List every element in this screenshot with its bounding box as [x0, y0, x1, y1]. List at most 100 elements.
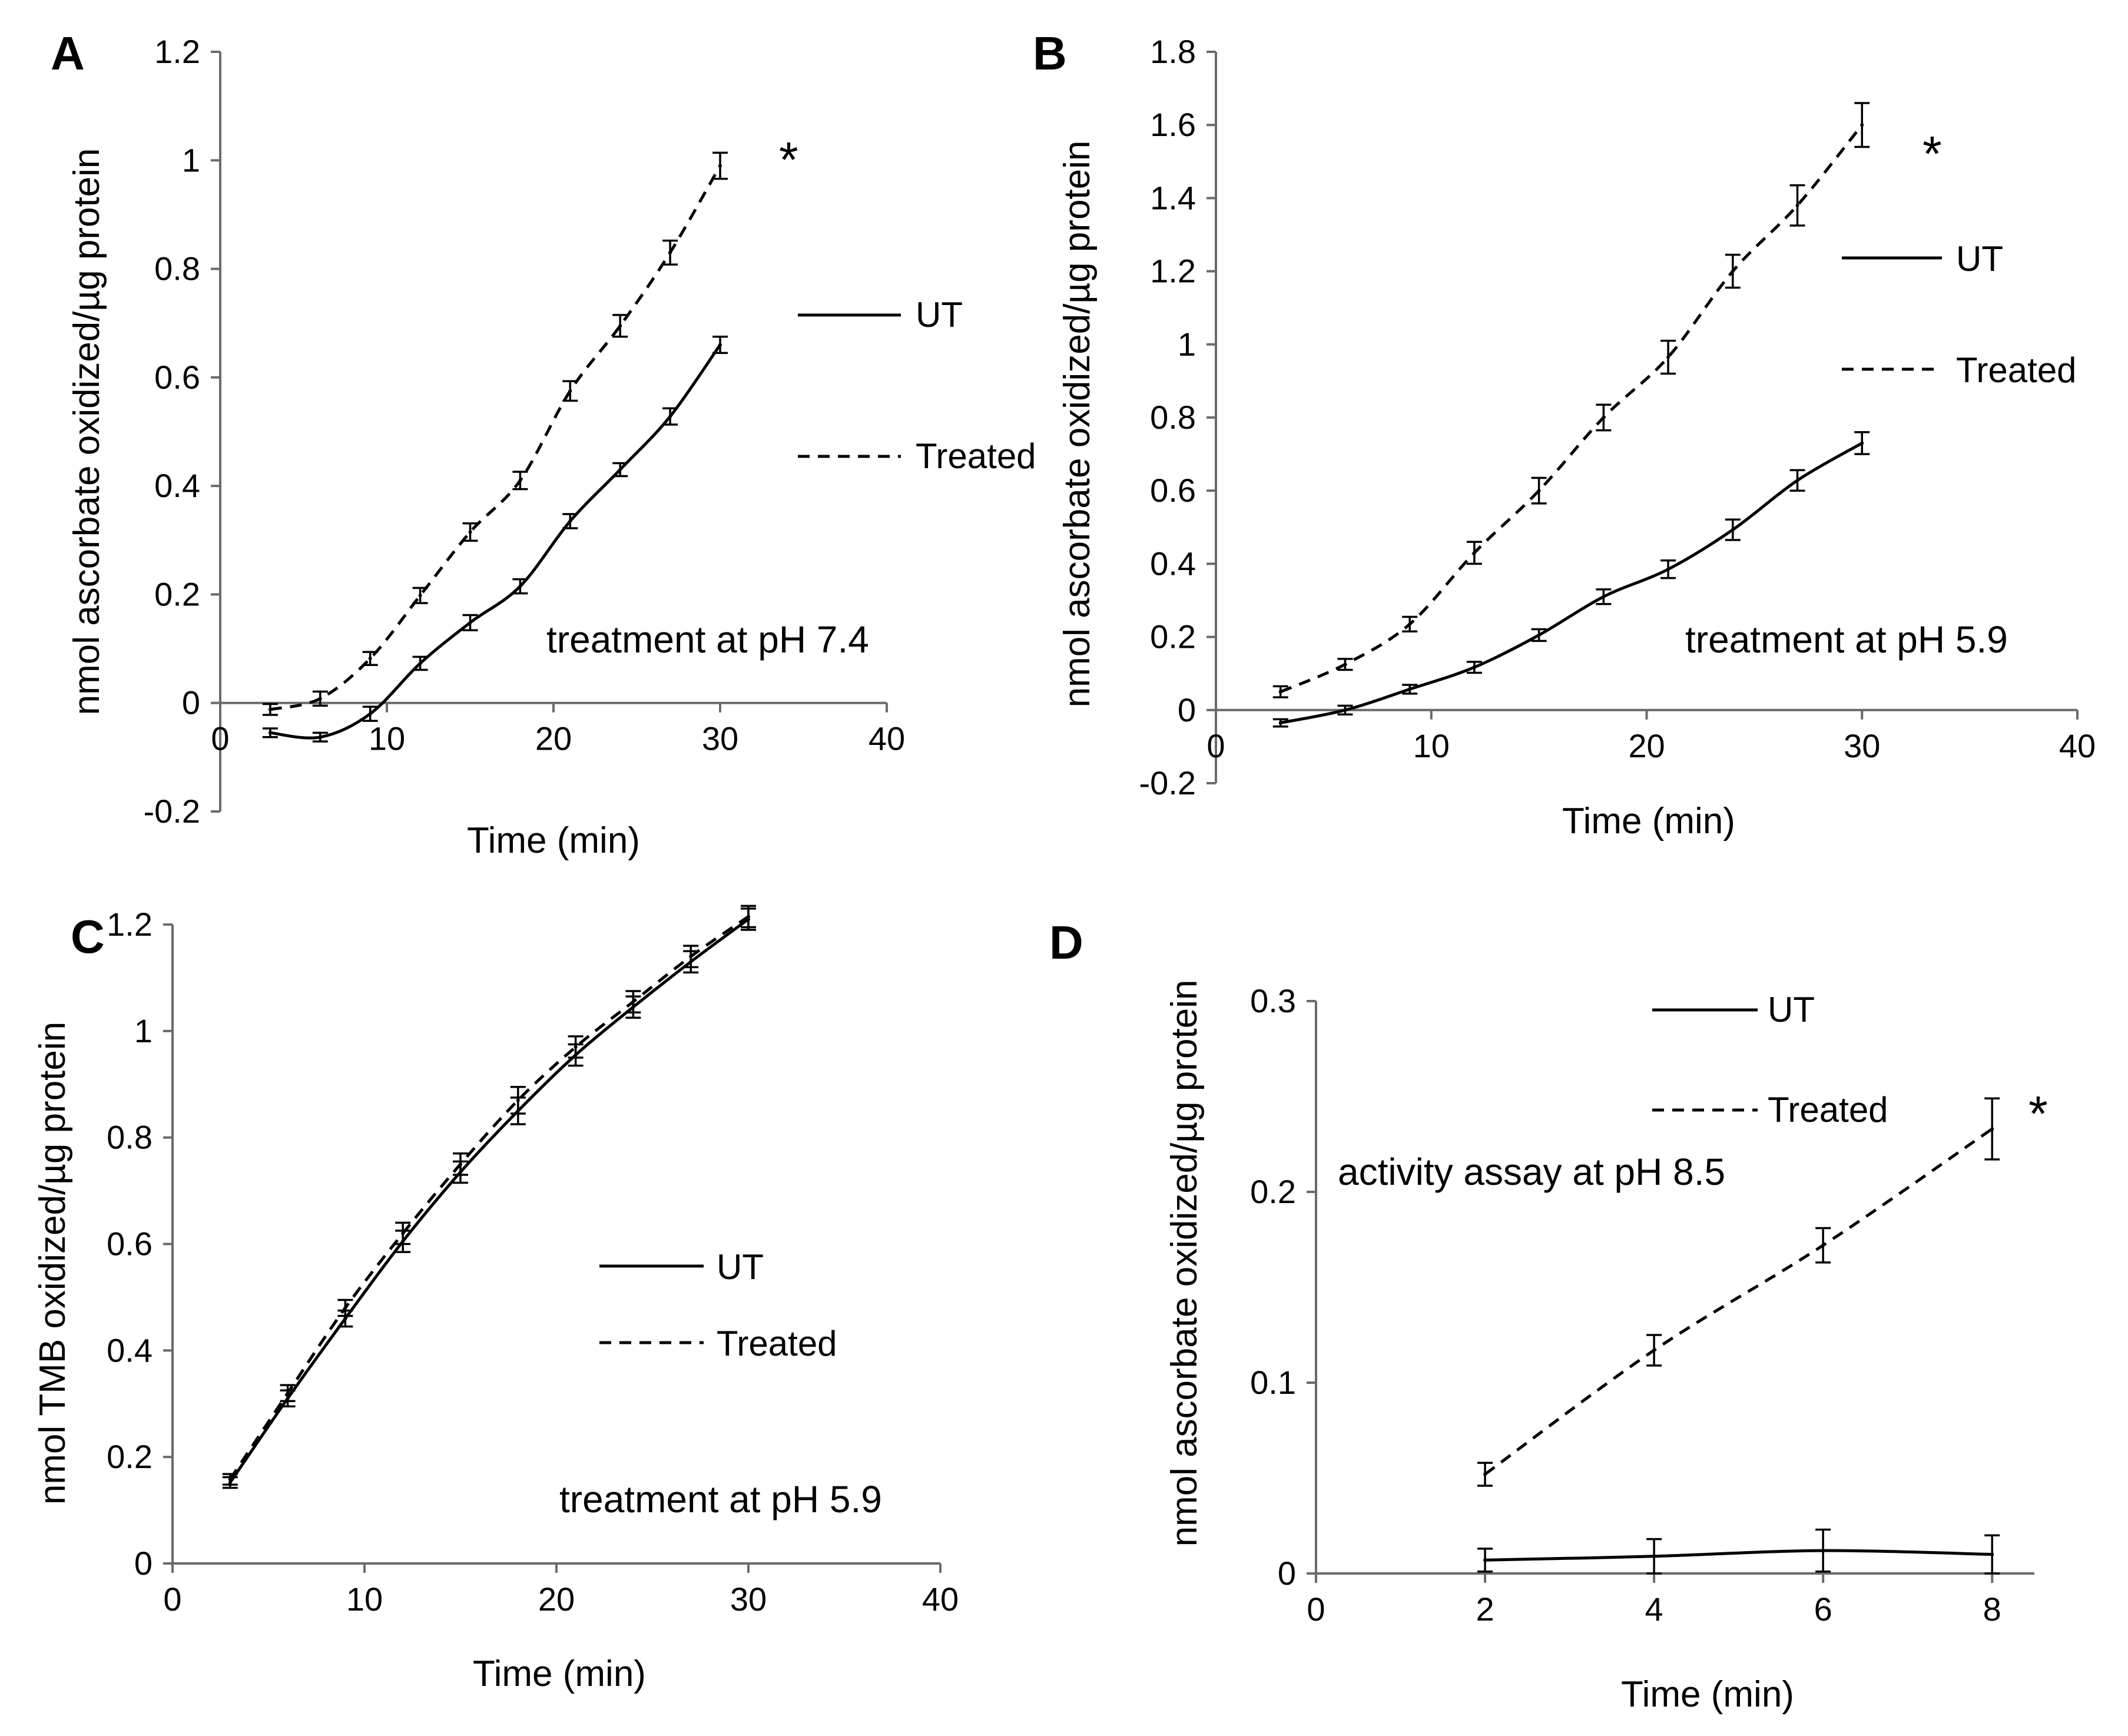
x-axis-title: Time (min) — [1562, 801, 1735, 842]
annotation: treatment at pH 7.4 — [546, 618, 869, 661]
data-point — [1483, 1472, 1487, 1476]
x-tick-label: 0 — [163, 1581, 181, 1618]
y-tick-label: 0.4 — [1150, 545, 1196, 582]
x-tick-label: 20 — [535, 720, 572, 757]
series-treated — [1477, 1097, 2000, 1487]
y-axis-title: nmol ascorbate oxidized/µg protein — [1164, 980, 1205, 1547]
data-point — [1472, 551, 1476, 555]
legend-label-ut: UT — [1768, 990, 1815, 1029]
data-point — [1666, 355, 1670, 359]
y-tick-label: 1.2 — [154, 33, 200, 70]
data-point — [618, 324, 622, 328]
data-point — [318, 735, 322, 739]
legend-label-ut: UT — [916, 295, 963, 334]
data-point — [1731, 269, 1735, 273]
data-point — [1821, 1243, 1825, 1247]
data-point — [1343, 662, 1347, 667]
y-tick-label: 0.6 — [1150, 472, 1196, 509]
data-point — [1537, 489, 1541, 493]
data-point — [518, 478, 522, 482]
series-treated — [1272, 102, 1870, 698]
data-point — [1472, 665, 1476, 670]
annotation: treatment at pH 5.9 — [1685, 618, 2008, 661]
data-point — [1602, 595, 1606, 599]
series-ut — [1272, 431, 1870, 728]
x-tick-label: 40 — [869, 720, 905, 757]
x-tick-label: 2 — [1476, 1591, 1494, 1628]
x-tick-label: 20 — [1628, 727, 1665, 764]
legend-label-ut: UT — [1956, 239, 2003, 279]
significance-marker: * — [2028, 1086, 2048, 1141]
x-axis-title: Time (min) — [473, 1654, 646, 1694]
y-tick-label: 0.8 — [154, 250, 200, 287]
data-point — [668, 415, 672, 419]
x-tick-label: 30 — [702, 720, 738, 757]
chart-panel-b: B -0.2 0 0.2 0.4 0.6 0.8 1 1.2 1.4 1.6 1.8 0 10 20 30 40… — [1033, 27, 2096, 842]
y-tick-label: 0.2 — [1250, 1173, 1296, 1210]
series-line-ut — [270, 344, 722, 740]
data-point — [1483, 1558, 1487, 1562]
x-tick-label: 0 — [211, 720, 229, 757]
y-tick-label: 0.4 — [107, 1331, 153, 1369]
y-tick-label: 0 — [1278, 1555, 1296, 1592]
y-tick-label: 1.4 — [1150, 179, 1196, 216]
data-point — [1278, 721, 1282, 725]
data-point — [518, 584, 522, 588]
x-tick-label: 0 — [1307, 1591, 1325, 1628]
x-tick-label: 30 — [730, 1581, 767, 1618]
data-point — [1795, 478, 1799, 482]
chart-panel-d: D 0 0.1 0.2 0.3 0 2 4 6 8 Time (min) nmol ascorbate… — [1049, 916, 2048, 1715]
series-line-treated — [1484, 1128, 1993, 1476]
x-axis-title: Time (min) — [467, 820, 640, 861]
data-point — [1602, 416, 1606, 419]
series-line-treated — [270, 165, 722, 711]
x-tick-label: 40 — [922, 1581, 959, 1618]
panel-label: D — [1049, 916, 1083, 969]
data-point — [418, 594, 422, 598]
series-ut — [222, 907, 756, 1489]
y-tick-label: 0.6 — [154, 359, 200, 396]
data-point — [574, 1045, 578, 1049]
data-point — [1408, 622, 1412, 626]
panel-label: B — [1033, 27, 1067, 79]
series-line-treated — [1280, 124, 1864, 694]
panel-label: C — [71, 910, 105, 963]
data-point — [718, 164, 722, 168]
series-line-ut — [1485, 1549, 1993, 1562]
data-point — [1652, 1554, 1656, 1558]
data-point — [1860, 123, 1864, 127]
series-line-ut — [228, 917, 750, 1484]
y-axis-title: nmol ascorbate oxidized/µg protein — [1057, 141, 1098, 708]
legend-label-treated: Treated — [1956, 350, 2077, 390]
y-tick-label: 0.1 — [1250, 1364, 1296, 1401]
data-point — [1990, 1127, 1994, 1131]
data-point — [401, 1231, 405, 1235]
y-tick-label: 0.2 — [1150, 618, 1196, 655]
data-point — [1652, 1348, 1656, 1352]
y-tick-label: 0 — [134, 1545, 153, 1582]
significance-marker: * — [1923, 126, 1942, 181]
data-point — [618, 468, 622, 472]
chart-panel-c: C 0 0.2 0.4 0.6 0.8 1 1.2 0 10 20 30 40 Time (min) nmo… — [32, 905, 959, 1694]
data-point — [228, 1477, 232, 1482]
data-point — [418, 661, 422, 665]
data-point — [368, 657, 372, 661]
series-line-ut — [1280, 442, 1863, 724]
data-point — [268, 731, 272, 735]
x-tick-label: 10 — [1413, 727, 1450, 764]
data-point — [343, 1306, 347, 1310]
y-tick-label: 0 — [1178, 691, 1196, 728]
y-tick-label: 1.8 — [1150, 33, 1196, 70]
x-tick-label: 6 — [1814, 1591, 1832, 1628]
data-point — [718, 343, 722, 347]
data-point — [689, 955, 693, 959]
y-tick-label: 1 — [182, 141, 200, 178]
y-tick-label: 0 — [182, 684, 200, 721]
data-point — [468, 530, 472, 534]
annotation: activity assay at pH 8.5 — [1338, 1151, 1725, 1193]
y-tick-label: 1.6 — [1150, 106, 1196, 143]
data-point — [1860, 441, 1864, 445]
data-point — [1795, 203, 1799, 207]
data-point — [1537, 633, 1541, 637]
